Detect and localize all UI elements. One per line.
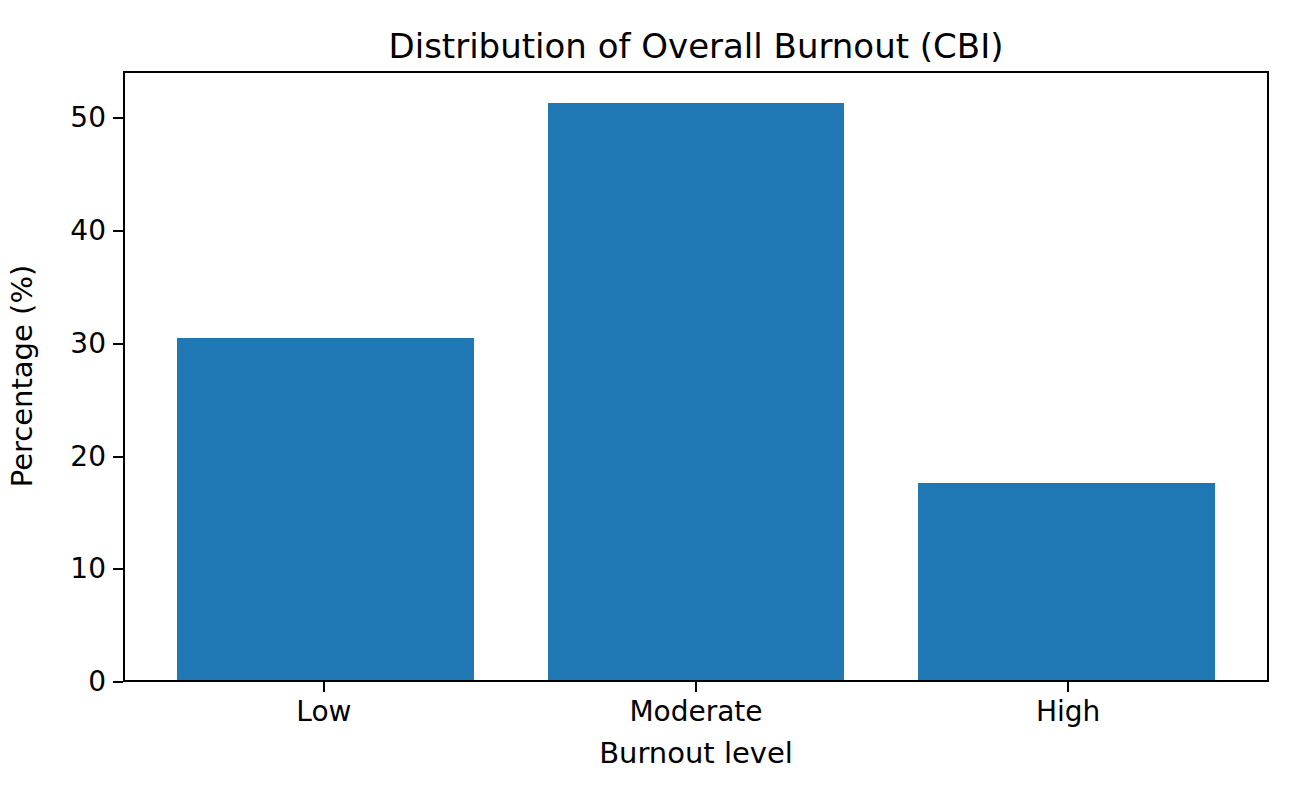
y-tick-label: 40 (70, 217, 106, 245)
y-tick-mark (113, 568, 123, 570)
bar-low (177, 338, 474, 680)
y-tick-label: 20 (70, 443, 106, 471)
y-tick-label: 50 (70, 104, 106, 132)
plot-area (123, 71, 1269, 682)
bar-high (918, 483, 1215, 680)
bar-moderate (548, 103, 845, 680)
y-tick-label: 30 (70, 330, 106, 358)
x-tick-label-low: Low (296, 698, 351, 726)
x-tick-label-high: High (1036, 698, 1100, 726)
x-tick-mark (695, 682, 697, 692)
y-tick-mark (113, 117, 123, 119)
y-tick-label: 0 (88, 668, 106, 696)
y-tick-mark (113, 456, 123, 458)
x-axis-label: Burnout level (123, 736, 1269, 770)
y-tick-label: 10 (70, 555, 106, 583)
y-tick-mark (113, 230, 123, 232)
y-axis: 01020304050 (0, 71, 123, 682)
x-tick-mark (323, 682, 325, 692)
figure: Distribution of Overall Burnout (CBI) Pe… (0, 0, 1300, 800)
x-tick-mark (1067, 682, 1069, 692)
chart-title: Distribution of Overall Burnout (CBI) (123, 28, 1269, 65)
y-tick-mark (113, 681, 123, 683)
x-tick-label-moderate: Moderate (629, 698, 762, 726)
y-tick-mark (113, 343, 123, 345)
